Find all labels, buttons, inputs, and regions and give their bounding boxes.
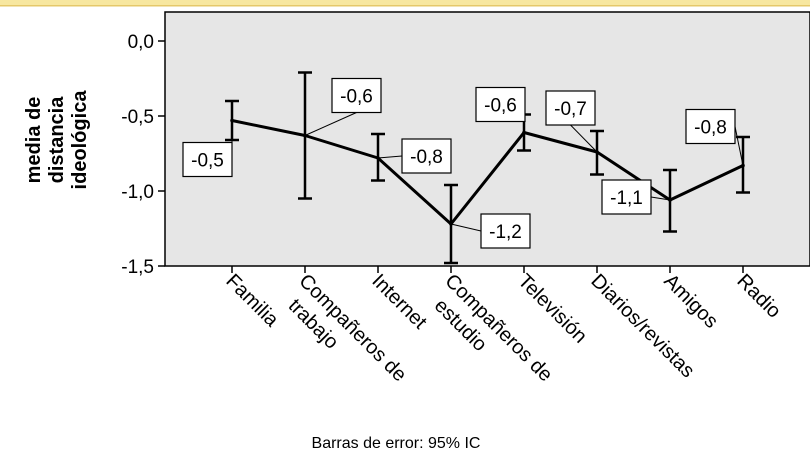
footer-note: Barras de error: 95% IC [312, 435, 481, 452]
y-tick-label: -0,5 [121, 107, 154, 128]
data-label-box [331, 77, 382, 114]
data-label: -0,6 [484, 96, 517, 117]
data-label-leader [304, 112, 357, 136]
x-tick-label: Amigos [659, 270, 722, 333]
data-label-box [545, 90, 596, 126]
x-tick-label: Radio [732, 270, 785, 323]
data-label-leader [450, 223, 482, 232]
y-tick-label: -1,0 [121, 182, 154, 203]
data-label: -0,7 [554, 99, 587, 120]
y-tick-label: -1,5 [121, 257, 154, 278]
data-label: -1,1 [610, 188, 643, 209]
y-tick-label: 0,0 [128, 32, 154, 53]
data-label: -0,5 [191, 151, 224, 172]
data-label: -0,6 [340, 87, 373, 108]
x-tick-label: Familia [221, 270, 283, 332]
x-tick-label-line: Familia [221, 270, 283, 332]
data-label-box [601, 179, 652, 215]
data-label-leader [734, 126, 744, 166]
top-accent-line [0, 5, 810, 7]
x-tick-label-line: Amigos [659, 270, 722, 333]
data-label-box [480, 213, 531, 249]
x-tick-label-line: Televisión [513, 270, 591, 348]
x-tick-label-line: Radio [732, 270, 785, 323]
data-label-box [475, 86, 526, 123]
data-label-box [401, 138, 452, 174]
data-label: -1,2 [489, 222, 522, 243]
data-label-box [182, 141, 233, 178]
y-axis-label-line-3: ideológica [69, 90, 91, 190]
data-label-leader [650, 196, 671, 201]
data-label-leader [377, 155, 403, 159]
y-axis-label: media de distancia ideológica [23, 90, 91, 190]
x-axis: Familia Compañeros detrabajo Internet Compa… [221, 266, 785, 386]
data-label: -0,8 [694, 118, 727, 139]
top-accent-bar [0, 0, 810, 5]
y-axis-label-line-2: distancia [46, 96, 68, 184]
x-tick-label-line: Internet [367, 270, 431, 334]
x-tick-label: Televisión [513, 270, 591, 348]
x-tick-label: Internet [367, 270, 431, 334]
data-label-leader [570, 124, 598, 153]
y-axis-label-line-1: media de [23, 97, 45, 184]
series: -0,5 -0,6 -0,8 -1,2 -0,6 -0,7 -1,1 -0,8 [182, 71, 750, 265]
data-label-box [685, 108, 736, 145]
data-label: -0,8 [410, 147, 443, 168]
y-axis: 0,0 -0,5 -1,0 -1,5 [121, 32, 165, 278]
series-line [231, 119, 744, 226]
